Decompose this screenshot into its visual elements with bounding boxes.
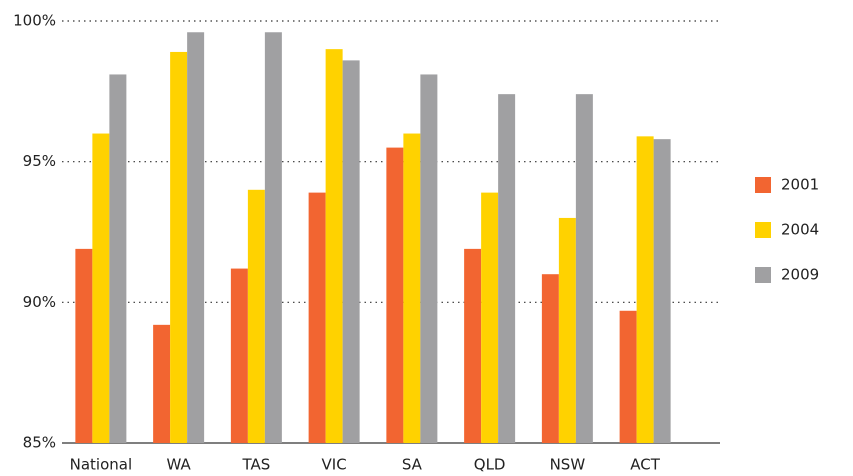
bar — [342, 60, 360, 444]
y-tick-label: 85% — [23, 434, 56, 452]
bar — [75, 248, 93, 443]
x-tick-label: National — [70, 456, 133, 474]
legend-swatch — [755, 222, 771, 238]
x-tick-label: WA — [166, 456, 191, 474]
bar — [247, 189, 265, 443]
x-tick-label: NSW — [550, 456, 586, 474]
x-tick-label: VIC — [322, 456, 347, 474]
bar — [653, 139, 671, 443]
legend-label: 2001 — [781, 176, 819, 194]
y-tick-label: 100% — [13, 12, 56, 30]
bar — [575, 94, 593, 443]
x-tick-label: QLD — [474, 456, 506, 474]
bar — [498, 94, 516, 443]
y-tick-label: 90% — [23, 293, 56, 311]
x-tick-label: TAS — [241, 456, 270, 474]
bar — [325, 49, 343, 444]
bar — [481, 192, 499, 443]
bar — [403, 133, 421, 444]
bar — [264, 32, 282, 444]
bar — [558, 217, 576, 443]
x-tick-label: ACT — [630, 456, 660, 474]
bar — [308, 192, 326, 443]
bar — [420, 74, 438, 443]
bar — [170, 51, 188, 444]
bar — [153, 324, 171, 443]
legend-label: 2009 — [781, 266, 819, 284]
legend-swatch — [755, 177, 771, 193]
bar — [464, 248, 482, 443]
y-tick-label: 95% — [23, 152, 56, 170]
bar — [92, 133, 110, 444]
bar — [636, 136, 654, 443]
legend-swatch — [755, 267, 771, 283]
bar — [187, 32, 205, 444]
bar — [619, 310, 637, 443]
bar — [386, 147, 404, 443]
bar — [109, 74, 127, 443]
bar — [230, 268, 248, 443]
x-tick-label: SA — [402, 456, 423, 474]
bar — [541, 274, 559, 443]
legend-label: 2004 — [781, 221, 819, 239]
